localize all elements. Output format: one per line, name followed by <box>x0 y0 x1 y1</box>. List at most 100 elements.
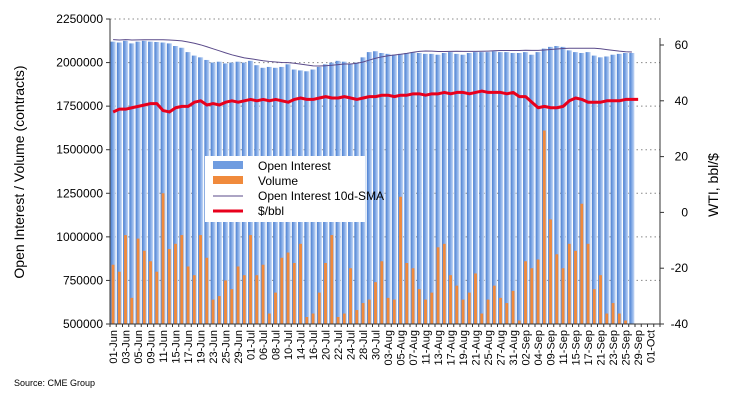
open-interest-bar <box>623 52 629 324</box>
volume-bar <box>311 313 315 324</box>
volume-bar <box>280 257 284 324</box>
x-tick-label: 23-Jun <box>208 330 220 364</box>
lines <box>112 39 639 114</box>
volume-bar <box>411 268 415 324</box>
open-interest-bar <box>129 43 135 325</box>
open-interest-bar <box>391 54 397 324</box>
volume-bar <box>511 290 515 324</box>
x-tick-label: 06-Jul <box>258 330 270 360</box>
x-tick-label: 28-Jul <box>358 330 370 360</box>
volume-bar <box>567 243 571 324</box>
open-interest-bar <box>566 50 572 324</box>
x-tick-label: 25-Jun <box>221 330 233 364</box>
y-tick-label: 1500000 <box>56 143 103 157</box>
y-tick-label: 1250000 <box>56 186 103 200</box>
y-tick-label: 500000 <box>63 317 103 331</box>
open-interest-bar <box>123 40 129 325</box>
open-interest-bar <box>610 54 616 324</box>
volume-bar <box>492 285 496 324</box>
volume-bar <box>211 299 215 324</box>
volume-bar <box>617 313 621 324</box>
volume-bar <box>224 280 227 324</box>
x-tick-label: 15-Jun <box>171 330 183 364</box>
volume-bar <box>417 289 421 324</box>
volume-bar <box>261 264 265 324</box>
volume-bar <box>524 261 527 324</box>
open-interest-bar <box>160 42 166 325</box>
volume-bar <box>324 263 327 324</box>
open-interest-bar <box>454 53 460 324</box>
y-axis-right: -40 -20 0 20 40 60 <box>659 38 689 331</box>
volume-bar <box>474 273 477 324</box>
volume-bar <box>561 268 565 324</box>
open-interest-bar <box>366 52 372 324</box>
volume-bar <box>374 282 377 324</box>
y2-axis-title: WTI, bbl/$ <box>705 153 721 217</box>
open-interest-bar <box>516 52 522 324</box>
volume-bar <box>124 235 127 324</box>
open-interest-bar <box>498 52 504 324</box>
open-interest-bar <box>523 52 529 324</box>
open-interest-bar <box>173 46 179 325</box>
volume-bar <box>624 320 627 324</box>
y-tick-label: 2250000 <box>56 12 103 26</box>
open-interest-bar <box>198 57 204 324</box>
x-tick-label: 11-Aug <box>421 330 433 365</box>
open-interest-bar <box>510 52 516 324</box>
x-tick-label: 15-Sep <box>571 330 583 365</box>
volume-bar <box>467 292 471 324</box>
x-tick-label: 24-Jul <box>346 330 358 360</box>
volume-bar <box>142 250 146 324</box>
volume-bar <box>549 219 552 324</box>
volume-bar <box>149 261 152 324</box>
open-interest-bar <box>579 52 585 324</box>
open-interest-bar <box>423 53 429 324</box>
y-axis-left: 500000 750000 1000000 1250000 1500000 1750000… <box>56 12 111 331</box>
x-tick-label: 31-Aug <box>508 330 520 365</box>
volume-bar <box>117 271 121 324</box>
x-tick-label: 11-Jun <box>158 330 170 363</box>
open-interest-bar <box>141 40 147 325</box>
open-interest-bar <box>429 53 435 324</box>
y-tick-label: 1000000 <box>56 230 103 244</box>
open-interest-bar <box>479 52 485 324</box>
volume-bar <box>592 289 596 324</box>
volume-bar <box>155 271 159 324</box>
x-tick-label: 05-Jun <box>133 330 145 364</box>
volume-bar <box>255 275 259 324</box>
volume-bar <box>274 292 277 324</box>
volume-bar <box>455 285 459 324</box>
open-interest-bar <box>491 51 497 324</box>
y-tick-label: 1750000 <box>56 99 103 113</box>
open-interest-bar <box>548 46 554 325</box>
legend-label: $/bbl <box>258 204 284 218</box>
legend-swatch-volume <box>213 176 243 184</box>
open-interest-bar <box>404 52 410 324</box>
volume-bar <box>424 299 427 324</box>
x-tick-label: 08-Jul <box>271 330 283 360</box>
volume-bar <box>130 297 134 324</box>
x-tick-label: 25-Sep <box>621 330 633 365</box>
open-interest-bar <box>448 52 454 324</box>
price-line <box>112 89 639 114</box>
x-tick-label: 14-Jul <box>296 330 308 360</box>
open-interest-bar <box>504 52 510 324</box>
volume-bar <box>449 275 452 324</box>
volume-bar <box>199 235 202 324</box>
open-interest-bar <box>373 51 379 324</box>
open-interest-bar <box>398 53 404 324</box>
y2-tick-label: 40 <box>675 94 689 108</box>
x-tick-label: 22-Jul <box>333 330 345 360</box>
open-interest-bar <box>191 55 197 324</box>
open-interest-bar <box>560 46 566 325</box>
volume-bar <box>480 313 484 324</box>
open-interest-bar <box>473 52 479 324</box>
volume-bar <box>555 254 559 324</box>
x-axis: 01-Jun 03-Jun 05-Jun 09-Jun 11-Jun 15-Jun 17-J… <box>108 323 661 365</box>
volume-bar <box>267 313 271 324</box>
open-interest-bar <box>591 55 597 324</box>
y-tick-label: 750000 <box>63 273 103 287</box>
source-note: Source: CME Group <box>14 378 95 388</box>
volume-bar <box>192 275 196 324</box>
x-tick-label: 17-Aug <box>446 330 458 365</box>
